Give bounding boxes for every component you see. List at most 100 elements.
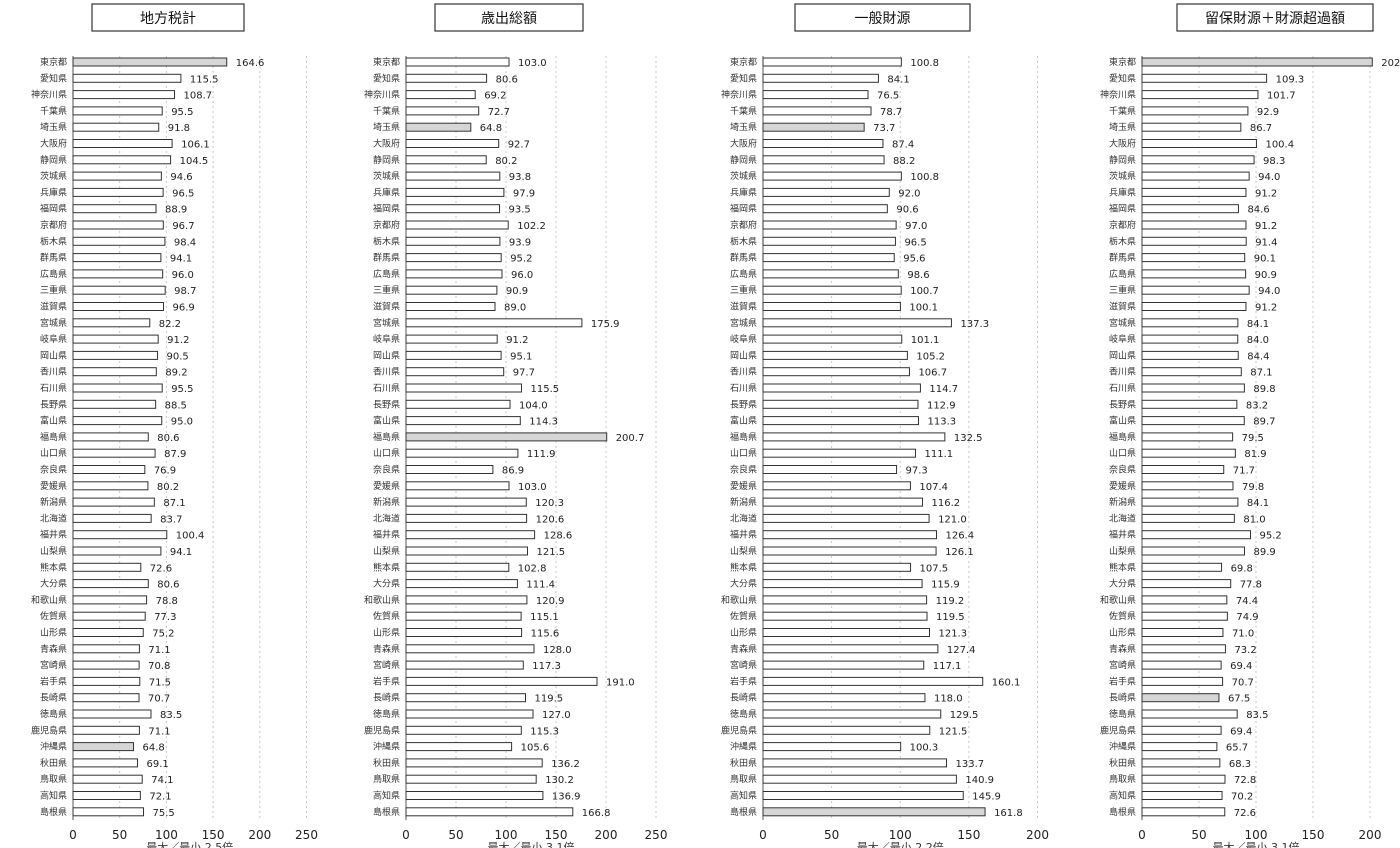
bar [762,742,902,752]
value-label: 107.4 [919,482,948,493]
category-label: 埼玉県 [373,121,400,133]
category-label: 福島県 [1109,431,1136,443]
bar [72,318,151,328]
category-label: 茨城県 [730,170,757,182]
chart-title-box [434,3,584,32]
category-label: 岐阜県 [1109,333,1136,345]
category-label: 大分県 [730,578,757,590]
value-label: 102.8 [518,563,547,574]
category-label: 岡山県 [40,350,67,361]
category-label: 熊本県 [730,561,757,573]
bar [405,497,527,507]
bar [1141,530,1252,540]
bar [762,57,902,67]
bar [405,513,528,523]
value-label: 175.9 [591,319,620,330]
bar [405,579,518,589]
value-label: 106.7 [918,368,947,379]
category-label: 香川県 [373,367,400,378]
category-label: 秋田県 [373,757,400,769]
category-label: 長野県 [1109,399,1136,410]
bar [72,334,159,344]
bar [762,220,897,230]
bar [72,465,146,474]
category-label: 滋賀県 [40,301,67,313]
bar [1141,350,1239,360]
bar [1141,57,1373,67]
bar [762,155,885,165]
value-label: 90.6 [896,205,918,216]
bar [1141,742,1218,752]
value-label: 160.1 [992,677,1021,688]
value-label: 115.6 [531,629,560,640]
value-label: 126.4 [945,531,974,542]
category-label: 栃木県 [1109,235,1136,247]
value-label: 89.0 [504,303,526,314]
value-label: 81.9 [1244,449,1266,460]
value-label: 101.7 [1267,91,1296,102]
category-label: 長野県 [730,399,757,410]
value-label: 77.8 [1240,580,1262,591]
value-label: 100.1 [909,303,938,314]
bar [72,220,164,230]
value-label: 80.2 [495,156,517,167]
bar [405,73,488,83]
bar [405,562,510,572]
bar [72,481,149,491]
category-label: 宮崎県 [730,659,757,671]
bar [1141,269,1247,279]
value-label: 136.2 [551,759,580,770]
value-label: 65.7 [1226,743,1248,754]
value-label: 91.2 [1255,303,1277,314]
value-label: 132.5 [954,433,983,444]
value-label: 95.5 [171,107,193,118]
category-label: 佐賀県 [373,610,400,622]
value-label: 91.2 [1255,221,1277,232]
bar [405,530,536,540]
bar [72,758,139,768]
x-tick-label: 100 [889,828,912,842]
value-label: 96.5 [172,188,194,199]
category-label: 福岡県 [1109,203,1136,215]
bar [405,465,494,474]
category-label: 香川県 [730,367,757,378]
value-label: 97.9 [513,188,535,199]
bar [762,448,916,458]
value-label: 95.2 [1260,531,1282,542]
category-label: 福井県 [730,529,757,541]
value-label: 93.8 [509,172,531,183]
category-label: 高知県 [1109,790,1136,802]
category-label: 鳥取県 [40,773,67,785]
bar [762,611,928,621]
category-label: 愛知県 [40,72,67,84]
bar [72,579,149,589]
category-label: 三重県 [730,284,757,296]
value-label: 105.6 [521,743,550,754]
category-label: 新潟県 [730,496,757,508]
category-label: 長崎県 [373,692,400,704]
x-tick-label: 150 [545,828,568,842]
bar [762,481,911,491]
category-label: 山梨県 [1109,545,1136,557]
bar [762,791,964,800]
bar [72,139,173,148]
bar [1141,122,1242,132]
value-label: 100.4 [1265,140,1294,151]
x-tick-label: 250 [645,828,668,842]
category-label: 京都府 [40,219,67,231]
category-label: 青森県 [373,643,400,655]
value-label: 88.2 [893,156,915,167]
value-label: 121.3 [938,629,967,640]
value-label: 115.1 [530,612,559,623]
value-label: 96.7 [172,221,194,232]
value-label: 105.2 [916,351,945,362]
value-label: 111.4 [526,580,555,591]
category-label: 山形県 [730,627,757,639]
bar [405,676,598,686]
category-label: 岐阜県 [40,333,67,345]
category-label: 沖縄県 [40,741,67,753]
category-label: 山形県 [373,627,400,639]
bar [405,383,522,393]
bar [405,742,513,752]
bar [1141,383,1245,393]
